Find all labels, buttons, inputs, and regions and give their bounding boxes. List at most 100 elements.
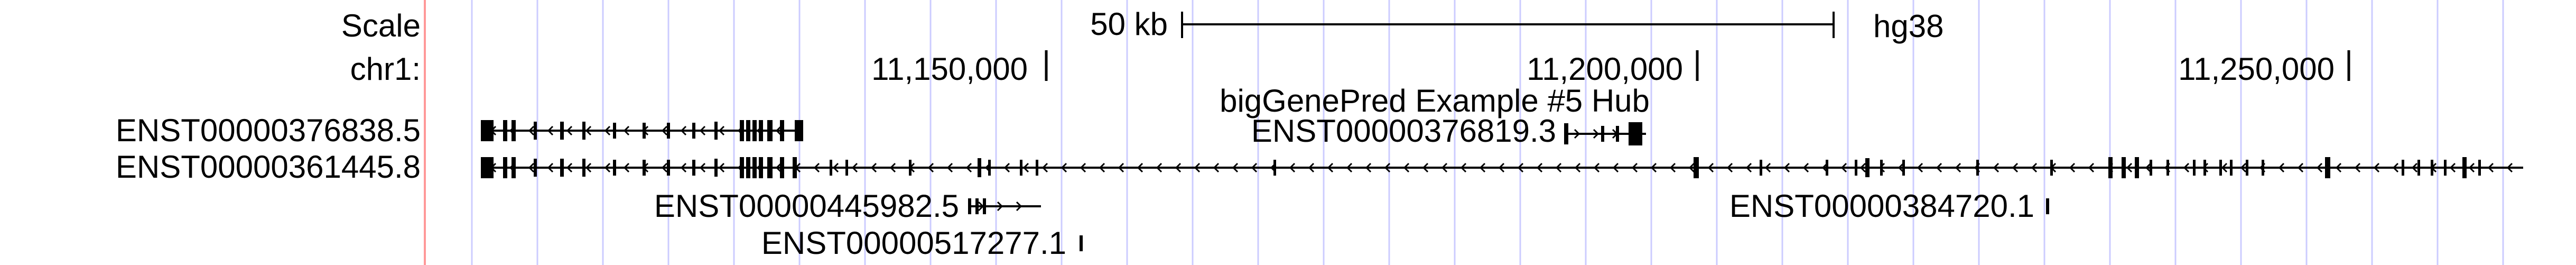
strand-chevron <box>566 162 573 173</box>
strand-chevron <box>547 125 554 136</box>
track-label-2[interactable]: ENST00000361445.8 <box>116 149 421 185</box>
exon <box>975 198 979 214</box>
strand-chevron <box>1650 162 1657 173</box>
strand-chevron <box>851 162 858 173</box>
strand-chevron <box>1016 201 1022 212</box>
strand-chevron <box>1384 162 1391 173</box>
exon <box>534 122 537 140</box>
exon <box>752 120 757 141</box>
strand-chevron <box>699 162 706 173</box>
exon <box>481 120 494 141</box>
exon <box>793 157 797 178</box>
exon <box>2230 160 2233 176</box>
exon <box>1629 122 1642 145</box>
strand-chevron <box>623 125 630 136</box>
track-label-1[interactable]: ENST00000376838.5 <box>116 113 421 148</box>
transcript-2-glyph <box>481 157 2523 178</box>
strand-chevron <box>680 162 687 173</box>
exon <box>1865 158 1870 177</box>
exon <box>2262 160 2264 176</box>
exon <box>2135 157 2139 178</box>
strand-chevron <box>1574 162 1581 173</box>
genome-assembly-label: hg38 <box>1873 8 1943 44</box>
strand-chevron <box>1232 162 1239 173</box>
strand-chevron <box>585 125 592 136</box>
exon <box>968 198 971 214</box>
strand-chevron <box>604 162 611 173</box>
strand-chevron <box>889 162 896 173</box>
exon <box>714 122 718 140</box>
exon <box>503 157 507 178</box>
exon <box>780 157 784 178</box>
strand-chevron <box>2278 162 2285 173</box>
strand-chevron <box>1156 162 1163 173</box>
strand-chevron <box>1498 162 1505 173</box>
exon <box>1826 160 1828 176</box>
strand-chevron <box>2126 162 2133 173</box>
exon <box>752 157 757 178</box>
strand-chevron <box>1118 162 1124 173</box>
transcript-label[interactable]: ENST00000517277.1 <box>761 225 1066 261</box>
strand-chevron <box>1422 162 1429 173</box>
transcript-5-glyph <box>1080 235 1083 251</box>
scale-bar <box>1181 12 1835 38</box>
strand-chevron <box>927 162 934 173</box>
strand-chevron <box>1327 162 1334 173</box>
strand-chevron <box>1764 162 1771 173</box>
exon <box>1601 126 1604 142</box>
exon <box>746 120 750 141</box>
transcript-6-glyph <box>2046 198 2049 214</box>
strand-chevron <box>1137 162 1143 173</box>
chromosome-label: chr1: <box>350 51 421 87</box>
strand-chevron <box>2088 162 2095 173</box>
transcript-1-glyph <box>481 120 803 141</box>
strand-chevron <box>1479 162 1486 173</box>
strand-chevron <box>1403 162 1410 173</box>
strand-chevron <box>1859 162 1866 173</box>
exon <box>1564 123 1568 144</box>
exon <box>767 157 773 178</box>
exon <box>2193 160 2196 176</box>
exon <box>2417 160 2420 176</box>
strand-chevron <box>2183 162 2190 173</box>
transcript-label[interactable]: ENST00000376819.3 <box>1251 113 1556 149</box>
gene-features[interactable] <box>481 120 2523 251</box>
strand-chevron <box>718 162 725 173</box>
exon <box>582 122 585 140</box>
exon <box>512 157 516 178</box>
exon <box>613 123 616 139</box>
exon <box>746 157 750 178</box>
strand-chevron <box>1003 162 1010 173</box>
strand-chevron <box>1898 162 1904 173</box>
strand-chevron <box>1346 162 1353 173</box>
exon <box>2108 157 2113 178</box>
exon <box>503 120 507 141</box>
strand-chevron <box>1745 162 1752 173</box>
strand-chevron <box>1688 162 1695 173</box>
exon <box>2246 160 2248 176</box>
exon <box>692 160 695 176</box>
exon <box>2219 160 2222 176</box>
strand-chevron <box>680 125 687 136</box>
strand-chevron <box>1194 162 1201 173</box>
exon <box>2325 157 2330 178</box>
strand-chevron <box>623 162 630 173</box>
exon <box>667 123 670 139</box>
strand-chevron <box>1061 162 1067 173</box>
strand-chevron <box>2411 162 2418 173</box>
strand-chevron <box>661 125 668 136</box>
strand-chevron <box>1574 129 1580 139</box>
strand-chevron <box>1213 162 1220 173</box>
strand-chevron <box>2487 162 2494 173</box>
strand-chevron <box>2145 162 2152 173</box>
exon <box>1902 160 1905 176</box>
transcript-label[interactable]: ENST00000445982.5 <box>654 188 959 224</box>
exon <box>2050 160 2053 176</box>
exon <box>1020 160 1022 176</box>
exon <box>1880 160 1883 176</box>
ruler-tick-label: 11,200,000 <box>1527 51 1683 87</box>
transcript-label[interactable]: ENST00000384720.1 <box>1729 188 2034 224</box>
strand-chevron <box>528 125 535 136</box>
strand-chevron <box>1631 162 1638 173</box>
